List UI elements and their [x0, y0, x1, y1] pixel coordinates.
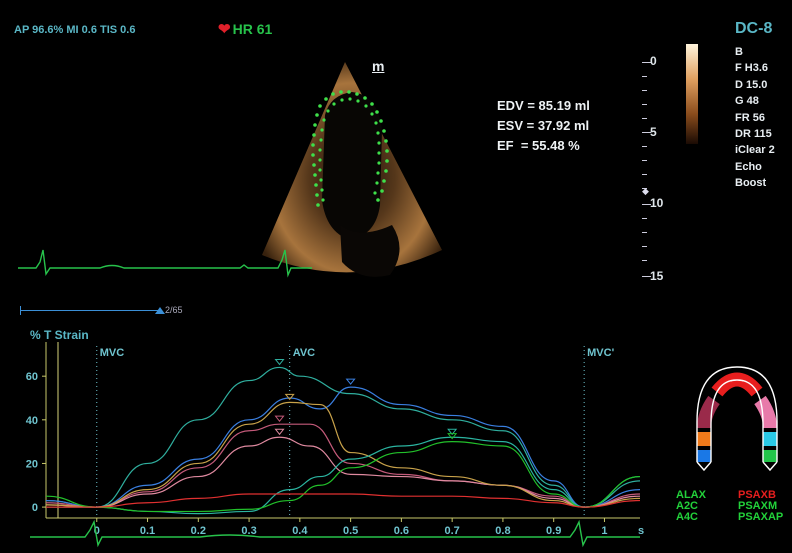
y-tick-label: 20 — [26, 458, 38, 470]
ecg-trace-bottom — [30, 519, 640, 548]
param-iclear: iClear 2 — [735, 144, 775, 157]
peak-marker — [447, 428, 458, 436]
legend-psaxb: PSAXB — [738, 489, 776, 501]
heart-rate-readout: ❤ HR 61 — [218, 20, 272, 38]
depth-label-5: 5 — [650, 125, 657, 139]
esv-value: ESV = 37.92 ml — [497, 118, 590, 133]
peak-marker — [284, 393, 295, 401]
depth-label-0: 0 — [650, 54, 657, 68]
y-tick-label: 0 — [32, 502, 38, 514]
peak-marker — [274, 415, 285, 422]
event-label: MVC — [100, 347, 125, 359]
peak-marker — [345, 378, 356, 385]
x-tick-label: 0 — [94, 525, 100, 537]
probe-name: DC-8 — [735, 20, 773, 37]
heart-rate-label: HR 61 — [232, 21, 273, 37]
legend-psaxm: PSAXM — [738, 500, 778, 512]
param-gain: G 48 — [735, 95, 759, 108]
frame-slider-handle[interactable] — [155, 307, 165, 314]
ef-value: EF = 55.48 % — [497, 138, 580, 153]
strain-series-line — [46, 493, 641, 508]
segment-model-diagram — [696, 366, 778, 472]
strain-series-line — [45, 366, 641, 508]
x-tick-label: 0.9 — [546, 525, 561, 537]
frame-counter: 2/65 — [165, 305, 183, 315]
lv-cavity — [322, 92, 382, 240]
x-tick-label: 0.3 — [241, 525, 256, 537]
x-tick-label: 0.1 — [140, 525, 155, 537]
strain-series-line — [45, 386, 641, 508]
param-depth: D 15.0 — [735, 78, 768, 91]
la-cavity — [340, 225, 400, 277]
x-tick-label: 0.2 — [191, 525, 206, 537]
depth-scale: 0 5 10 15 ◆ — [640, 48, 680, 298]
peak-marker — [274, 428, 285, 436]
y-tick-label: 40 — [26, 415, 38, 427]
param-frame-rate: FR 56 — [735, 111, 765, 124]
y-tick-label: 60 — [26, 371, 38, 383]
x-tick-label: 0.5 — [343, 525, 358, 537]
strain-series-line — [45, 441, 641, 513]
x-axis-label: s — [638, 525, 644, 537]
x-tick-label: 0.7 — [445, 525, 460, 537]
view-legend-left: ALAX A2C A4C — [676, 490, 706, 523]
grayscale-bar — [686, 44, 698, 144]
x-tick-label: 1 — [601, 525, 607, 537]
focus-marker-icon: ◆ — [642, 186, 649, 196]
heart-icon: ❤ — [218, 21, 231, 38]
param-frequency: F H3.6 — [735, 62, 769, 75]
acoustic-output-readout: AP 96.6% MI 0.6 TIS 0.6 — [14, 24, 136, 36]
segment-apex — [711, 372, 763, 397]
peak-marker — [274, 358, 285, 366]
ecg-trace-top — [18, 249, 312, 278]
peak-marker — [447, 433, 458, 440]
lv-contour-dots — [311, 90, 389, 207]
strain-chart-title: % T Strain — [30, 328, 89, 342]
depth-label-10: 10 — [650, 196, 664, 210]
strain-series-line — [45, 436, 641, 508]
strain-series-line — [45, 423, 641, 508]
event-label: AVC — [293, 347, 315, 359]
legend-psaxap: PSAXAP — [738, 511, 784, 523]
legend-a4c: A4C — [676, 511, 699, 523]
x-tick-label: 0.8 — [495, 525, 510, 537]
x-tick-label: 0.4 — [292, 525, 308, 537]
param-dynamic-range: DR 115 — [735, 128, 772, 141]
param-echo-boost: Echo Boost — [735, 160, 767, 190]
orientation-marker: m — [372, 58, 385, 74]
lv-volume-measurements: EDV = 85.19 ml ESV = 37.92 ml EF = 55.48… — [497, 96, 590, 156]
imaging-parameters: B F H3.6 D 15.0 G 48 FR 56 DR 115 iClear… — [735, 44, 792, 192]
view-legend-right: PSAXB PSAXM PSAXAP — [738, 490, 783, 523]
event-label: MVC' — [587, 347, 614, 359]
depth-label-15: 15 — [650, 269, 664, 283]
x-tick-label: 0.6 — [394, 525, 409, 537]
legend-alax: ALAX — [676, 489, 706, 501]
edv-value: EDV = 85.19 ml — [497, 98, 590, 113]
param-mode: B — [735, 46, 743, 58]
strain-series-line — [45, 401, 641, 508]
frame-slider[interactable] — [20, 310, 160, 311]
legend-a2c: A2C — [676, 500, 699, 512]
